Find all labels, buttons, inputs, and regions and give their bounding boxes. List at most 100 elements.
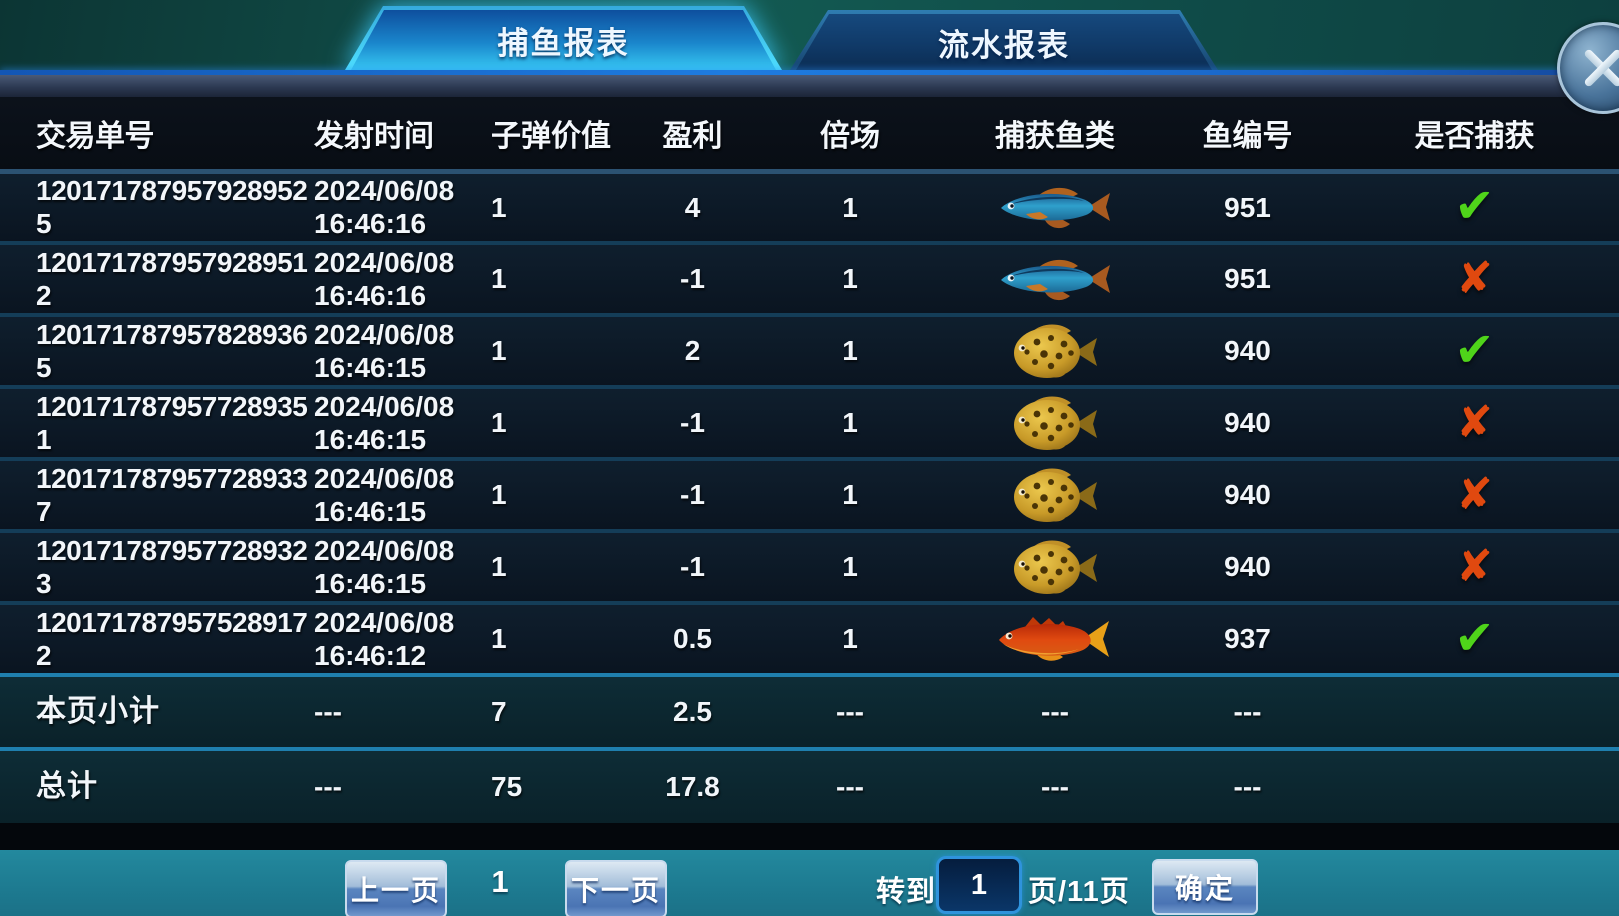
cell-order-id: 1201717879577289351 [0, 385, 310, 459]
cell-multiplier: 1 [755, 601, 945, 675]
cell-bullet-value: 1 [475, 385, 630, 459]
yellow-spotted-fish-icon [945, 320, 1165, 382]
cell-order-id: 1201717879575289172 [0, 601, 310, 675]
cell-fire-time: --- [310, 747, 475, 823]
cell-caught-status: ✘ [1330, 457, 1619, 531]
caught-cross-icon: ✘ [1456, 254, 1493, 303]
current-page-number: 1 [491, 864, 509, 899]
pagination-bar: 上一页 1 下一页 转到 页/11页 确定 [0, 850, 1619, 916]
close-icon [1603, 68, 1619, 154]
cell-caught-status: ✔ [1330, 313, 1619, 387]
column-header-fish-type: 捕获鱼类 [995, 119, 1115, 153]
column-header-multiplier: 倍场 [820, 119, 880, 153]
prev-page-button[interactable]: 上一页 [345, 860, 447, 916]
caught-check-icon: ✔ [1454, 180, 1495, 234]
cell-bullet-value: 7 [475, 673, 630, 749]
cell-fire-time: 2024/06/08 16:46:15 [310, 529, 475, 603]
tab-body: 流水报表 [796, 14, 1212, 70]
column-header-bullet: 子弹价值 [491, 119, 611, 153]
yellow-spotted-fish-icon [1014, 324, 1097, 378]
column-header-fish-id: 鱼编号 [1202, 119, 1293, 153]
column-header-caught: 是否捕获 [1414, 119, 1535, 153]
cell-bullet-value: 1 [475, 529, 630, 603]
cell-fish-type: --- [945, 747, 1165, 823]
cell-fish-id: 940 [1165, 313, 1330, 387]
column-header-fire-time: 发射时间 [314, 119, 434, 153]
cell-fish-type [945, 529, 1165, 603]
subtotal-row: 本页小计 --- 7 2.5 --- --- --- [0, 673, 1619, 749]
cell-fire-time: 2024/06/08 16:46:12 [310, 601, 475, 675]
cell-bullet-value: 75 [475, 747, 630, 823]
yellow-spotted-fish-icon [1014, 540, 1097, 594]
caught-check-icon: ✔ [1454, 612, 1495, 665]
table-row: 1201717879578289365 2024/06/08 16:46:15 1 2… [0, 313, 1619, 387]
cell-fish-id: 940 [1165, 385, 1330, 459]
caught-cross-icon: ✘ [1456, 398, 1493, 447]
cell-fish-type: --- [945, 673, 1165, 749]
cell-profit: 0.5 [630, 601, 755, 675]
cell-order-id: 1201717879579289525 [0, 168, 310, 243]
cell-fire-time: --- [310, 673, 475, 749]
cell-fire-time: 2024/06/08 16:46:15 [310, 385, 475, 459]
cell-multiplier: 1 [755, 385, 945, 459]
cell-fire-time: 2024/06/08 16:46:16 [310, 168, 475, 243]
cell-fish-type [945, 313, 1165, 387]
cell-caught-status: ✘ [1330, 529, 1619, 603]
cell-fire-time: 2024/06/08 16:46:15 [310, 313, 475, 387]
cell-profit: 2.5 [630, 673, 755, 749]
caught-check-icon: ✔ [1454, 324, 1495, 377]
cell-caught-status: ✘ [1330, 241, 1619, 315]
cell-multiplier: 1 [755, 529, 945, 603]
yellow-spotted-fish-icon [945, 392, 1165, 454]
cell-fish-type [945, 601, 1165, 675]
yellow-spotted-fish-icon [1014, 396, 1097, 450]
cell-profit: -1 [630, 529, 755, 603]
column-header-profit: 盈利 [662, 119, 723, 153]
summary-label: 总计 [0, 747, 310, 823]
cell-multiplier: 1 [755, 313, 945, 387]
cell-order-id: 1201717879578289365 [0, 313, 310, 387]
goto-page-input[interactable] [936, 856, 1022, 914]
cell-caught-status: ✘ [1330, 385, 1619, 459]
cell-fish-type [945, 241, 1165, 315]
report-table: 交易单号 发射时间 子弹价值 盈利 倍场 捕获鱼类 鱼编号 是否捕获 12017… [0, 97, 1619, 823]
table-row: 1201717879577289351 2024/06/08 16:46:15 1-… [0, 385, 1619, 459]
cell-fish-id: 940 [1165, 457, 1330, 531]
header-shade-strip [0, 75, 1619, 97]
cell-fire-time: 2024/06/08 16:46:16 [310, 241, 475, 315]
cell-fish-type [945, 385, 1165, 459]
cell-fish-id: 937 [1165, 601, 1330, 675]
cell-fish-id: 940 [1165, 529, 1330, 603]
yellow-spotted-fish-icon [1014, 468, 1097, 522]
cell-fish-type [945, 168, 1165, 243]
blue-striped-fish-icon [945, 253, 1165, 305]
caught-cross-icon: ✘ [1456, 542, 1493, 591]
cell-bullet-value: 1 [475, 601, 630, 675]
next-page-button[interactable]: 下一页 [565, 860, 667, 916]
cell-profit: -1 [630, 457, 755, 531]
blue-striped-fish-icon [1001, 259, 1110, 301]
confirm-button[interactable]: 确定 [1152, 859, 1258, 915]
tab-label: 流水报表 [938, 27, 1070, 63]
cell-caught-status: ✔ [1330, 601, 1619, 675]
tab-turnover-report[interactable]: 流水报表 [790, 10, 1218, 70]
yellow-spotted-fish-icon [945, 536, 1165, 598]
table-row: 1201717879579289525 2024/06/08 16:46:16 1 4… [0, 168, 1619, 243]
cell-fish-id: --- [1165, 673, 1330, 749]
cell-multiplier: 1 [755, 168, 945, 243]
cell-order-id: 1201717879577289323 [0, 529, 310, 603]
cell-order-id: 1201717879577289337 [0, 457, 310, 531]
yellow-spotted-fish-icon [945, 464, 1165, 526]
total-row: 总计 --- 75 17.8 --- --- --- [0, 747, 1619, 823]
cell-bullet-value: 1 [475, 313, 630, 387]
header-row: 交易单号 发射时间 子弹价值 盈利 倍场 捕获鱼类 鱼编号 是否捕获 [0, 97, 1619, 171]
tab-label: 捕鱼报表 [497, 25, 630, 61]
red-fish-icon [999, 617, 1109, 661]
cell-fish-id: 951 [1165, 241, 1330, 315]
cell-multiplier: 1 [755, 457, 945, 531]
cell-fish-type [945, 457, 1165, 531]
cell-bullet-value: 1 [475, 168, 630, 243]
tab-fishing-report[interactable]: 捕鱼报表 [345, 6, 782, 70]
cell-bullet-value: 1 [475, 241, 630, 315]
